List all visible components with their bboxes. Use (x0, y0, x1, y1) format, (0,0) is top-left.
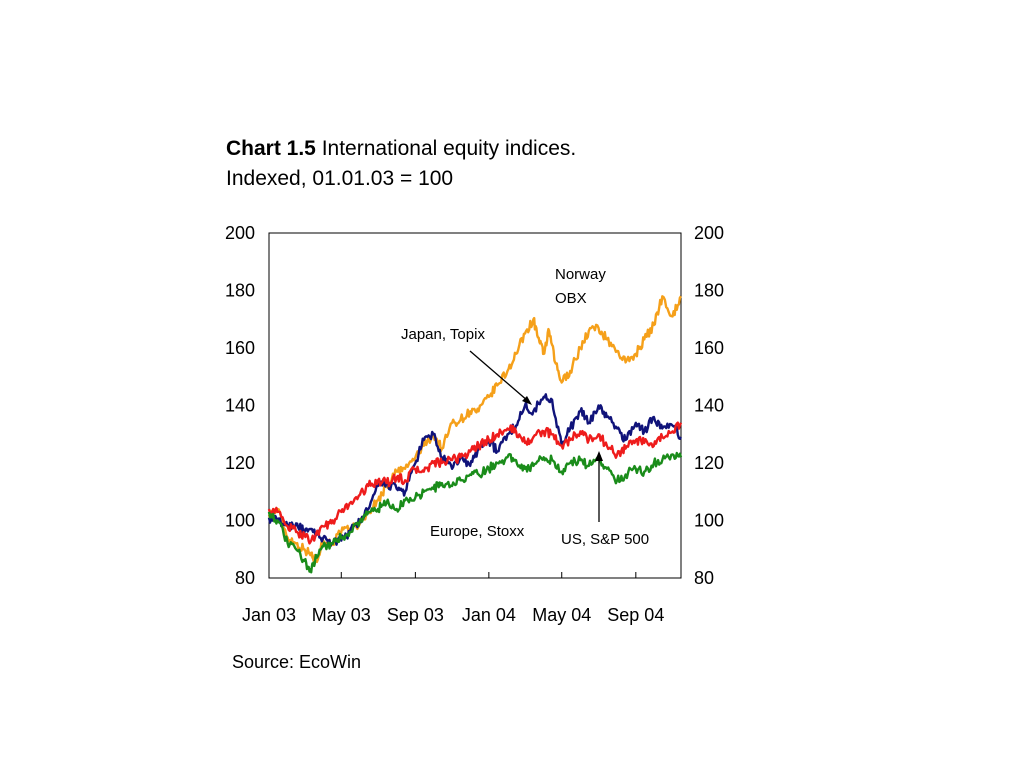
y-tick-label-right: 140 (694, 396, 724, 416)
x-tick-label: Jan 04 (462, 605, 516, 625)
y-tick-label-right: 100 (694, 511, 724, 531)
annotation-japan: Japan, Topix (401, 326, 485, 343)
annotations: Norway OBX Japan, Topix Europe, Stoxx US… (401, 266, 649, 548)
plot-frame (268, 232, 682, 579)
series-line (267, 393, 683, 547)
y-tick-label-left: 160 (225, 338, 255, 358)
chart-number: Chart 1.5 (226, 137, 316, 160)
x-axis: Jan 03 May 03 Sep 03 Jan 04 May 04 Sep 04 (242, 572, 664, 625)
series-layer (267, 295, 683, 574)
annotation-europe: Europe, Stoxx (430, 523, 525, 540)
y-tick-label-left: 120 (225, 453, 255, 473)
source-note: Source: EcoWin (232, 652, 362, 672)
x-tick-label: May 03 (312, 605, 371, 625)
annotation-norway-line1: Norway (555, 266, 606, 283)
y-tick-label-right: 180 (694, 281, 724, 301)
annotation-us: US, S&P 500 (561, 531, 649, 548)
y-tick-label-left: 180 (225, 281, 255, 301)
annotation-arrowhead-japan (522, 396, 532, 405)
chart-subtitle: Indexed, 01.01.03 = 100 (226, 167, 454, 190)
y-tick-label-left: 100 (225, 511, 255, 531)
y-tick-label-right: 200 (694, 223, 724, 243)
chart-title-block: Chart 1.5 International equity indices. … (226, 134, 576, 194)
annotation-norway-line2: OBX (555, 290, 587, 307)
annotation-arrowhead-us (595, 451, 603, 461)
x-tick-label: Jan 03 (242, 605, 296, 625)
y-tick-label-right: 80 (694, 568, 714, 588)
x-tick-label: May 04 (532, 605, 591, 625)
y-tick-label-left: 140 (225, 396, 255, 416)
y-tick-label-right: 160 (694, 338, 724, 358)
x-tick-label: Sep 04 (607, 605, 664, 625)
y-tick-label-left: 80 (235, 568, 255, 588)
series-line (267, 451, 683, 574)
y-axis-left: 80 100 120 140 160 180 200 (225, 223, 255, 588)
chart-title: Chart 1.5 International equity indices. (226, 134, 576, 164)
series-line (267, 421, 683, 545)
x-tick-label: Sep 03 (387, 605, 444, 625)
y-axis-right: 80 100 120 140 160 180 200 (694, 223, 724, 588)
annotation-arrow-japan (469, 350, 529, 402)
chart-title-text: International equity indices. (315, 137, 577, 160)
y-tick-label-right: 120 (694, 453, 724, 473)
y-tick-label-left: 200 (225, 223, 255, 243)
